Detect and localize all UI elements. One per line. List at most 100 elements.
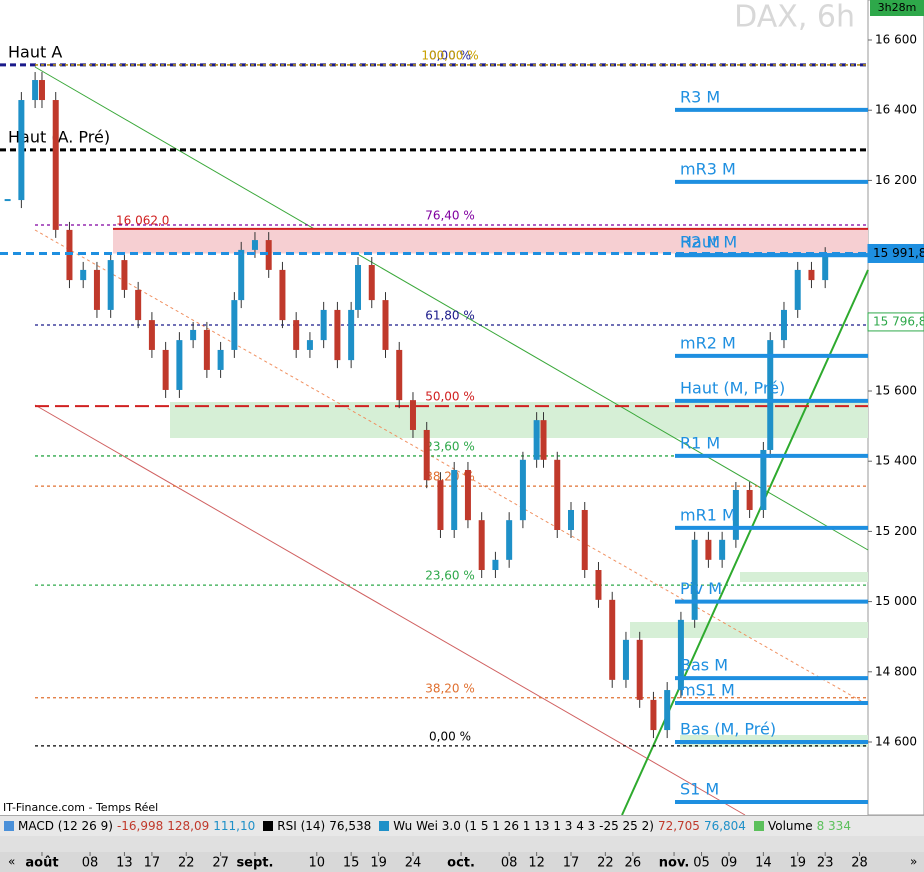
candle	[368, 264, 375, 301]
candle	[38, 80, 45, 101]
candle	[203, 329, 210, 370]
x-tick-label: nov.	[659, 856, 690, 871]
candle	[251, 240, 258, 250]
x-tick-label: 09	[721, 856, 738, 871]
source: IT-Finance.com - Temps Réel	[3, 801, 158, 814]
fib-label: 23,60 %	[425, 439, 475, 453]
candle	[121, 260, 128, 290]
timer-box	[870, 0, 924, 16]
x-tick-label: 08	[82, 856, 99, 871]
price-label: 15 991,8	[873, 246, 924, 260]
legend-swatch	[4, 821, 14, 831]
candle	[492, 559, 499, 571]
x-tick-label: 08	[501, 856, 518, 871]
x-tick-label: 14	[755, 856, 772, 871]
candle	[808, 269, 815, 281]
candle	[581, 509, 588, 571]
timer: 3h28m	[878, 1, 917, 14]
level-label: Haut A	[8, 42, 62, 61]
candle	[705, 539, 712, 560]
x-tick-label: 26	[625, 856, 642, 871]
y-tick-label: 14 600	[875, 734, 917, 748]
pivot-label: Bas M	[680, 656, 728, 675]
fib-label: 0,00 %	[429, 729, 471, 743]
pivot-label: Haut (M, Pré)	[680, 378, 785, 397]
x-tick-label: 19	[789, 856, 806, 871]
support-zone	[170, 402, 868, 438]
indicator-name: RSI (14)	[277, 819, 326, 833]
candle	[519, 459, 526, 521]
x-tick-label: 23	[817, 856, 834, 871]
candle	[664, 690, 671, 731]
scroll-right[interactable]: »	[910, 855, 917, 869]
x-tick-label: sept.	[236, 856, 273, 871]
candle	[677, 619, 684, 691]
candle	[451, 469, 458, 530]
candle	[409, 400, 416, 430]
y-tick-label: 16 200	[875, 173, 917, 187]
indicator-legend: MACD (12 26 9) -16,998 128,09 111,10 RSI (14…	[0, 815, 924, 836]
candle	[32, 80, 39, 101]
fib-label: 50,00 %	[425, 390, 475, 404]
pivot-label: R1 M	[680, 433, 720, 452]
indicator-value: 76,804	[703, 819, 746, 833]
indicator-name: Volume	[767, 819, 813, 833]
candle	[93, 269, 100, 310]
candle	[348, 309, 355, 361]
candle	[767, 340, 774, 450]
candle	[176, 340, 183, 390]
indicator-value: 76,538	[329, 819, 372, 833]
candle	[80, 269, 87, 281]
indicator-value: 8 334	[816, 819, 851, 833]
trend-line	[34, 404, 746, 816]
support-zone	[630, 622, 868, 638]
candle	[622, 639, 629, 680]
candle	[231, 300, 238, 350]
fib-label: 38,20 %	[425, 681, 475, 695]
candle	[238, 249, 245, 301]
resistance-zone	[113, 228, 868, 254]
candle	[636, 639, 643, 700]
candle	[355, 264, 362, 310]
candle	[464, 469, 471, 521]
y-tick-label: 15 600	[875, 384, 917, 398]
candle	[719, 539, 726, 560]
x-tick-label: 10	[309, 856, 326, 871]
candle	[334, 309, 341, 361]
fib-label: 100,00 %	[421, 48, 478, 62]
pivot-label: Piv M	[680, 579, 722, 598]
candle	[540, 420, 547, 460]
x-tick-label: août	[25, 856, 58, 871]
pivot-label: mR3 M	[680, 159, 736, 178]
scroll-left[interactable]: «	[8, 855, 15, 869]
chart-title: DAX, 6h	[734, 0, 855, 35]
pivot-label: R2 M	[680, 233, 720, 252]
pivot-label: S1 M	[680, 780, 719, 799]
x-tick-label: 13	[116, 856, 133, 871]
candle	[609, 599, 616, 680]
x-tick-label: 12	[528, 856, 545, 871]
y-tick-label: 15 200	[875, 524, 917, 538]
indicator-value: 111,10	[213, 819, 256, 833]
candle	[746, 489, 753, 510]
pivot-label: mS1 M	[680, 681, 735, 700]
y-tick-label: 14 800	[875, 664, 917, 678]
legend-swatch	[263, 821, 274, 831]
candle	[437, 480, 444, 530]
x-tick-label: oct.	[447, 856, 475, 871]
candle	[780, 309, 787, 341]
price-label: 15 796,8	[873, 314, 924, 328]
candle	[478, 520, 485, 571]
fib-label: 38,20 %	[425, 470, 475, 484]
candle	[18, 100, 25, 201]
candle	[595, 570, 602, 600]
candle	[265, 240, 272, 270]
indicator-value: 128,09	[167, 819, 210, 833]
x-tick-label: 22	[597, 856, 614, 871]
candle	[135, 289, 142, 321]
candle	[691, 539, 698, 620]
x-tick-label: 15	[343, 856, 360, 871]
indicator-value: -16,998	[116, 819, 164, 833]
indicator-name: Wu Wei 3.0 (1 5 1 26 1 13 1 3 4 3 -25 25…	[393, 819, 654, 833]
candle	[382, 300, 389, 350]
